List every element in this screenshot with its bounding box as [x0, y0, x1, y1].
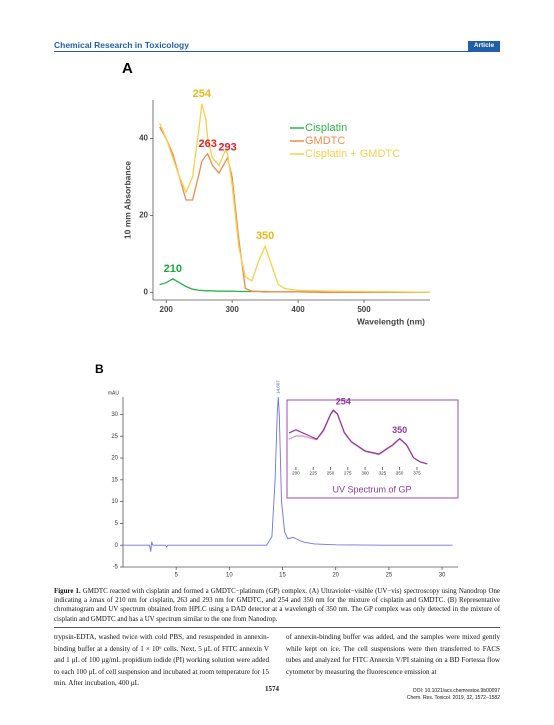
- x-tick-label: 500: [357, 305, 371, 314]
- peak-label: 210: [164, 263, 182, 275]
- x-tick-label: 200: [292, 471, 300, 476]
- legend-label: Cisplatin: [305, 122, 347, 134]
- body-left: trypsin-EDTA, washed twice with cold PBS…: [54, 633, 269, 688]
- peak-label: 263: [199, 138, 217, 150]
- data-line: [159, 103, 431, 293]
- y-unit: mAU: [108, 390, 120, 396]
- data-line: [123, 396, 453, 552]
- y-tick-label: -5: [113, 565, 119, 571]
- body-right: of annexin-binding buffer was added, and…: [286, 633, 500, 676]
- data-line: [288, 409, 428, 465]
- x-tick-label: 300: [225, 305, 239, 314]
- caption-label: Figure 1.: [54, 588, 81, 595]
- section-tag: Article: [468, 41, 500, 51]
- x-tick-label: 5: [175, 573, 179, 579]
- y-tick-label: 5: [115, 521, 119, 527]
- x-axis-title: Wavelength (nm): [357, 316, 425, 326]
- x-tick-label: 25: [386, 573, 393, 579]
- peak-label: 14.607: [276, 380, 281, 394]
- y-tick-label: 20: [111, 456, 118, 462]
- caption-rule: [54, 627, 500, 628]
- y-tick-label: 30: [111, 412, 118, 418]
- x-tick-label: 400: [291, 305, 305, 314]
- peak-label: 350: [392, 425, 407, 435]
- legend-label: GMDTC: [305, 135, 345, 147]
- x-tick-label: 15: [279, 573, 286, 579]
- y-tick-label: 10: [111, 499, 118, 505]
- caption: Figure 1. GMDTC reacted with cisplatin a…: [54, 587, 500, 624]
- journal-name: Chemical Research in Toxicology: [54, 40, 189, 50]
- peak-label: 293: [218, 142, 236, 154]
- panel-label: B: [95, 362, 104, 376]
- x-tick-label: 275: [344, 471, 352, 476]
- x-tick-label: 200: [160, 305, 174, 314]
- page-number: 1574: [265, 685, 279, 693]
- x-tick-label: 250: [327, 471, 335, 476]
- citation: Chem. Res. Toxicol. 2019, 32, 1572−1582: [406, 695, 500, 701]
- y-axis-title: 10 mm Absorbance: [122, 161, 132, 239]
- legend-label: Cisplatin + GMDTC: [305, 148, 400, 160]
- x-tick-label: 30: [439, 573, 446, 579]
- peak-label: 254: [193, 88, 212, 100]
- x-tick-label: 300: [361, 471, 369, 476]
- header-rule: [54, 51, 500, 52]
- x-tick-label: 350: [396, 471, 404, 476]
- x-tick-label: 325: [379, 471, 387, 476]
- y-tick-label: 0: [115, 543, 119, 549]
- inset-frame: [286, 399, 459, 499]
- inset-title: UV Spectrum of GP: [332, 484, 411, 494]
- x-tick-label: 20: [332, 573, 339, 579]
- peak-label: 254: [336, 396, 351, 406]
- peak-label: 350: [256, 230, 274, 242]
- caption-text: GMDTC reacted with cisplatin and formed …: [54, 588, 500, 623]
- y-tick-label: 15: [111, 477, 118, 483]
- x-tick-label: 225: [309, 471, 317, 476]
- panel-label: A: [122, 60, 133, 77]
- y-tick-label: 25: [111, 434, 118, 440]
- y-tick-label: 20: [139, 210, 148, 219]
- doi: DOI: 10.1021/acs.chemrestox.9b00097: [413, 688, 500, 694]
- x-tick-label: 375: [413, 471, 421, 476]
- y-tick-label: 40: [139, 134, 148, 143]
- y-tick-label: 0: [144, 287, 149, 296]
- x-tick-label: 10: [226, 573, 233, 579]
